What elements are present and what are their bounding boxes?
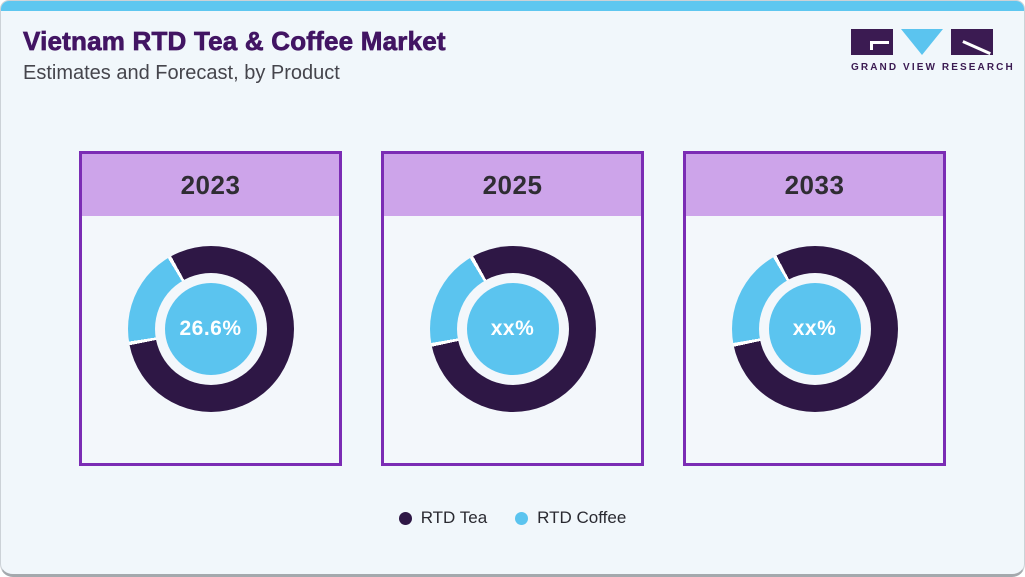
logo-v-triangle-icon [901, 29, 943, 55]
donut-center: xx% [466, 283, 559, 375]
donut-wrap: 26.6% [82, 246, 339, 412]
donut-center-label: 26.6% [179, 317, 242, 340]
year-label: 2023 [180, 169, 241, 200]
rtd-coffee-dot-icon [515, 511, 529, 525]
card-header: 2025 [384, 154, 641, 216]
legend-label: RTD Coffee [537, 508, 627, 527]
logo-r-block-icon [951, 29, 993, 55]
donut-wrap: xx% [686, 246, 943, 412]
logo-r-slash [962, 40, 991, 55]
legend-label: RTD Tea [420, 508, 488, 527]
legend-item-rtd-coffee: RTD Coffee [515, 508, 626, 528]
gvr-logo: GRAND VIEW RESEARCH [851, 29, 1015, 73]
year-card-2033: 2033 xx% [683, 151, 946, 466]
donut-center: 26.6% [164, 283, 257, 375]
top-accent-bar [1, 1, 1024, 11]
donut-center-label: xx% [490, 317, 535, 340]
page-title: Vietnam RTD Tea & Coffee Market [23, 26, 446, 57]
legend-item-rtd-tea: RTD Tea [398, 508, 488, 528]
card-header: 2023 [82, 154, 339, 216]
donut-chart-2033: xx% [731, 246, 898, 412]
year-cards: 2023 26.6% 2025 xx% [1, 151, 1024, 466]
gvr-logo-mark [851, 29, 993, 55]
page-subtitle: Estimates and Forecast, by Product [23, 62, 340, 84]
year-card-2025: 2025 xx% [381, 151, 644, 466]
donut-wrap: xx% [384, 246, 641, 412]
logo-g-notch [870, 41, 889, 44]
year-label: 2025 [482, 169, 543, 200]
donut-chart-2023: 26.6% [127, 246, 294, 412]
donut-chart-2025: xx% [429, 246, 596, 412]
year-label: 2033 [784, 169, 845, 200]
chart-legend: RTD Tea RTD Coffee [1, 508, 1024, 528]
logo-wordmark: GRAND VIEW RESEARCH [851, 62, 1015, 73]
year-card-2023: 2023 26.6% [79, 151, 342, 466]
rtd-tea-dot-icon [398, 511, 412, 525]
page-header: Vietnam RTD Tea & Coffee Market Estimate… [23, 26, 446, 85]
logo-g-block-icon [851, 29, 893, 55]
donut-center-label: xx% [792, 317, 837, 340]
logo-g-tick [870, 41, 873, 50]
card-header: 2033 [686, 154, 943, 216]
donut-center: xx% [768, 283, 861, 375]
